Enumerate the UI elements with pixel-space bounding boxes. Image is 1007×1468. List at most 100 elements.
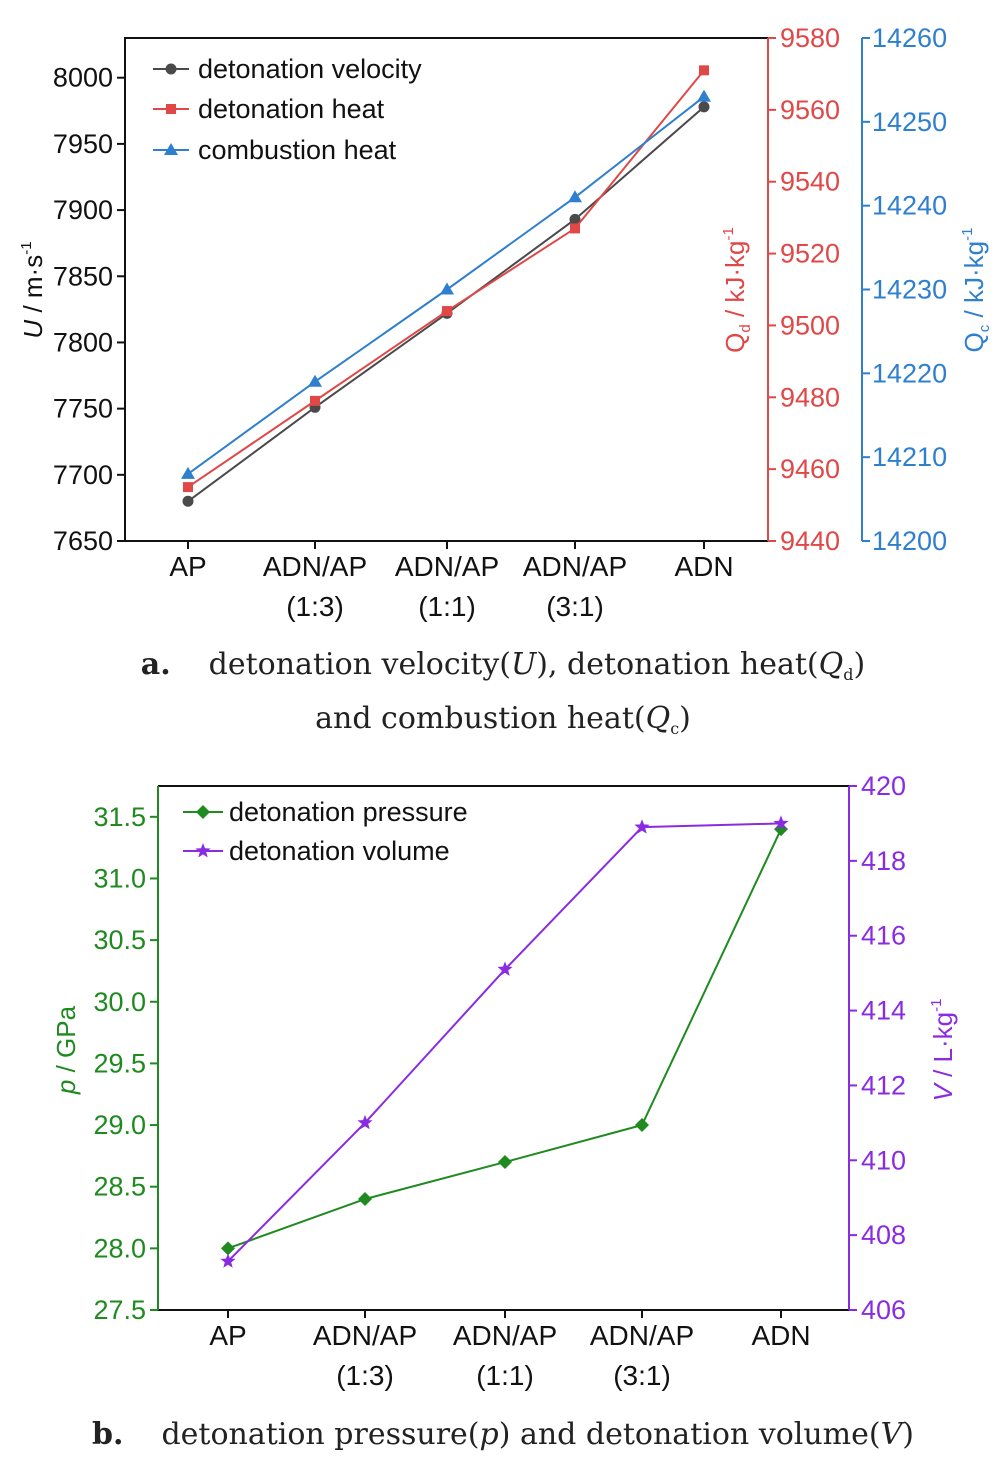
y2-tick-label-a: 9560 bbox=[780, 95, 840, 125]
data-point-a-2 bbox=[697, 89, 711, 102]
y2-tick-label-a: 9460 bbox=[780, 454, 840, 484]
x-tick-label-b-line: (3:1) bbox=[613, 1360, 671, 1391]
caption-a-text-4: and combustion heat( bbox=[315, 701, 645, 736]
y2-tick-label-b: 406 bbox=[861, 1295, 906, 1325]
data-point-a-1 bbox=[570, 223, 580, 234]
y-tick-label-b: 29.0 bbox=[93, 1110, 146, 1140]
y-tick-label-b: 28.5 bbox=[93, 1172, 146, 1202]
y2-tick-label-a: 9580 bbox=[780, 23, 840, 53]
y-axis-label-u-part: -1 bbox=[18, 241, 35, 254]
y-tick-label-b: 30.5 bbox=[93, 925, 146, 955]
series-line-a-1 bbox=[187, 69, 705, 488]
y-axis-label-qd-part: / kJ·kg bbox=[720, 240, 750, 324]
legend-marker-a bbox=[164, 143, 178, 155]
y-tick-label-b: 30.0 bbox=[93, 987, 146, 1017]
data-point-b-0 bbox=[635, 1118, 649, 1133]
caption-b-text-1: detonation pressure( bbox=[161, 1417, 479, 1452]
legend-marker-b bbox=[195, 843, 211, 858]
y-tick-label-a: 7650 bbox=[53, 526, 113, 556]
legend-label-a: detonation heat bbox=[198, 94, 385, 124]
y3-tick-label-a: 14200 bbox=[872, 526, 947, 556]
x-tick-label-a: AP bbox=[169, 551, 206, 582]
y2-tick-label-b: 414 bbox=[861, 996, 906, 1026]
y3-tick-label-a: 14260 bbox=[872, 23, 947, 53]
y3-tick-label-a: 14240 bbox=[872, 191, 947, 221]
legend-label-a: detonation velocity bbox=[198, 54, 422, 84]
y-axis-label-p-part: p bbox=[51, 1080, 81, 1095]
x-tick-label-b-line: ADN/AP bbox=[590, 1320, 694, 1351]
caption-a-label: a. bbox=[141, 647, 171, 682]
x-tick-label-a: ADN/AP (3:1) bbox=[523, 551, 627, 622]
y-axis-label-p-part: / GPa bbox=[51, 1005, 81, 1079]
x-tick-label-b-line: ADN/AP bbox=[453, 1320, 557, 1351]
y3-tick-label-a: 14230 bbox=[872, 275, 947, 305]
x-tick-label-b-line: ADN bbox=[751, 1320, 810, 1351]
y-tick-label-b: 31.5 bbox=[93, 802, 146, 832]
y-tick-label-a: 8000 bbox=[53, 63, 113, 93]
legend-label-b: detonation volume bbox=[229, 836, 450, 866]
y-tick-label-b: 27.5 bbox=[93, 1295, 146, 1325]
y-axis-label-qd: Qd / kJ·kg-1 bbox=[720, 227, 754, 353]
x-tick-label-b-line: (1:1) bbox=[476, 1360, 534, 1391]
x-tick-label-a-line: ADN/AP bbox=[395, 551, 499, 582]
y-axis-label-u-part: / m·s bbox=[18, 255, 48, 320]
y-axis-label-qc-part: Q bbox=[959, 332, 989, 352]
data-point-b-0 bbox=[221, 1241, 235, 1256]
data-point-b-1 bbox=[497, 961, 513, 976]
series-line-b-1 bbox=[227, 822, 782, 1263]
y-tick-label-a: 7850 bbox=[53, 261, 113, 291]
data-point-a-1 bbox=[699, 65, 709, 76]
data-point-a-2 bbox=[440, 282, 454, 295]
y-tick-label-b: 29.5 bbox=[93, 1048, 146, 1078]
y2-tick-label-b: 416 bbox=[861, 921, 906, 951]
y2-tick-label-a: 9500 bbox=[780, 310, 840, 340]
data-point-b-1 bbox=[634, 819, 650, 834]
caption-b-v: V bbox=[881, 1417, 906, 1452]
caption-a-text-1: detonation velocity( bbox=[209, 647, 511, 682]
y2-tick-label-b: 420 bbox=[861, 771, 906, 801]
y2-tick-label-a: 9520 bbox=[780, 239, 840, 269]
data-point-b-0 bbox=[358, 1192, 372, 1207]
y3-tick-label-a: 14210 bbox=[872, 442, 947, 472]
caption-a-line2: and combustion heat(Qc) bbox=[315, 701, 691, 738]
x-tick-label-b: ADN/AP (3:1) bbox=[590, 1320, 694, 1391]
caption-a-qc-sub: c bbox=[670, 719, 679, 738]
x-tick-label-b: ADN bbox=[751, 1320, 810, 1351]
y2-tick-label-a: 9440 bbox=[780, 526, 840, 556]
data-point-a-0 bbox=[182, 495, 194, 507]
x-tick-label-b-line: (1:3) bbox=[336, 1360, 394, 1391]
y3-tick-label-a: 14220 bbox=[872, 358, 947, 388]
caption-a: a. detonation velocity(U), detonation hea… bbox=[141, 647, 865, 684]
y-axis-label-v: V / L·kg-1 bbox=[928, 999, 958, 1102]
caption-b-label: b. bbox=[92, 1417, 123, 1452]
data-point-b-1 bbox=[357, 1114, 373, 1130]
x-tick-label-a-line: ADN/AP bbox=[263, 551, 367, 582]
x-tick-label-a-line: ADN bbox=[674, 551, 733, 582]
legend-label-a: combustion heat bbox=[198, 135, 397, 165]
caption-a-qd-sub: d bbox=[843, 665, 853, 684]
y-axis-label-qd-part: -1 bbox=[720, 227, 737, 240]
caption-b-p: p bbox=[480, 1417, 499, 1452]
x-tick-label-a: ADN/AP (1:1) bbox=[395, 551, 499, 622]
x-tick-label-b-line: AP bbox=[209, 1320, 246, 1351]
x-tick-label-b: ADN/AP (1:1) bbox=[453, 1320, 557, 1391]
caption-a-qd: Q bbox=[819, 647, 844, 682]
y-axis-label-v-part: -1 bbox=[928, 999, 945, 1012]
data-point-b-1 bbox=[220, 1253, 236, 1268]
x-tick-label-a-line: (3:1) bbox=[546, 591, 604, 622]
y-axis-label-qd-part: Q bbox=[720, 333, 750, 353]
y-tick-label-a: 7950 bbox=[53, 129, 113, 159]
y-axis-label-u: U / m·s-1 bbox=[18, 241, 48, 338]
x-tick-label-a: ADN/AP (1:3) bbox=[263, 551, 367, 622]
chart-b: 27.5 28.0 28.5 29.0 29.5 30.0 30.5 31.0 31.5 406 4… bbox=[51, 771, 958, 1391]
x-tick-label-a: ADN bbox=[674, 551, 733, 582]
x-tick-label-b-line: ADN/AP bbox=[313, 1320, 417, 1351]
y-axis-label-qc-part: c bbox=[976, 324, 993, 332]
caption-a-qc: Q bbox=[646, 701, 671, 736]
data-point-a-2 bbox=[568, 190, 582, 203]
y-axis-label-qc-part: -1 bbox=[959, 228, 976, 241]
y2-tick-label-b: 408 bbox=[861, 1220, 906, 1250]
chart-a: 7650 7700 7750 7800 7850 7900 7950 8000 9440 9460… bbox=[18, 23, 993, 622]
y-tick-label-a: 7700 bbox=[53, 460, 113, 490]
